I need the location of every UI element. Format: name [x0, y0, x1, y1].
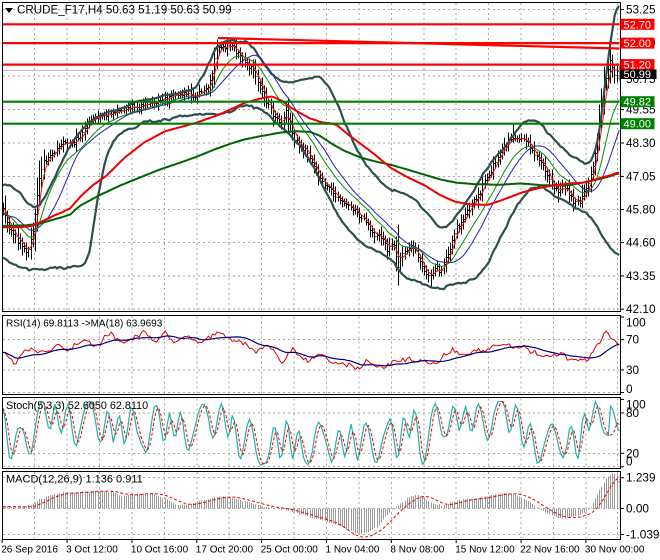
svg-text:100: 100: [626, 316, 646, 330]
svg-text:44.60: 44.60: [626, 236, 656, 250]
svg-text:17 Oct 20:00: 17 Oct 20:00: [196, 545, 254, 556]
svg-text:8 Nov 08:00: 8 Nov 08:00: [390, 545, 444, 556]
svg-text:Stoch(5,3,3) 52.6050 62.8110: Stoch(5,3,3) 52.6050 62.8110: [6, 400, 148, 412]
svg-text:70: 70: [626, 333, 640, 347]
svg-text:50.99: 50.99: [624, 69, 652, 81]
svg-text:10 Oct 16:00: 10 Oct 16:00: [131, 545, 189, 556]
svg-text:26 Sep 2016: 26 Sep 2016: [1, 545, 58, 556]
svg-text:30 Nov 00:00: 30 Nov 00:00: [585, 545, 645, 556]
svg-text:80: 80: [626, 406, 640, 420]
svg-text:53.25: 53.25: [626, 3, 656, 17]
svg-text:CRUDE_F17,H4 50.63 51.19 50.63: CRUDE_F17,H4 50.63 51.19 50.63 50.99: [17, 4, 232, 17]
svg-text:51.20: 51.20: [624, 60, 652, 72]
svg-text:15 Nov 12:00: 15 Nov 12:00: [455, 545, 515, 556]
svg-text:1 Nov 04:00: 1 Nov 04:00: [326, 545, 380, 556]
svg-text:30: 30: [626, 363, 640, 377]
svg-text:25 Oct 00:00: 25 Oct 00:00: [261, 545, 319, 556]
svg-text:100: 100: [626, 398, 646, 412]
svg-text:42.10: 42.10: [626, 302, 656, 316]
svg-text:52.70: 52.70: [624, 19, 652, 31]
svg-text:47.05: 47.05: [626, 169, 656, 183]
svg-text:MACD(12,26,9) 1.136 0.911: MACD(12,26,9) 1.136 0.911: [6, 474, 143, 486]
svg-text:52.00: 52.00: [624, 38, 652, 50]
svg-text:0: 0: [626, 455, 633, 469]
svg-text:45.80: 45.80: [626, 203, 656, 217]
svg-text:0: 0: [626, 382, 633, 396]
svg-text:48.30: 48.30: [626, 136, 656, 150]
svg-text:20: 20: [626, 446, 640, 460]
svg-text:3 Oct 12:00: 3 Oct 12:00: [66, 545, 118, 556]
svg-text:43.35: 43.35: [626, 269, 656, 283]
svg-text:-1.039: -1.039: [626, 528, 659, 542]
svg-text:RSI(14) 69.8113 ->MA(18) 63.9: RSI(14) 69.8113 ->MA(18) 63.9693: [6, 319, 163, 330]
svg-text:22 Nov 16:00: 22 Nov 16:00: [520, 545, 580, 556]
svg-text:0.00: 0.00: [626, 502, 649, 516]
svg-text:49.00: 49.00: [624, 119, 652, 131]
svg-text:49.82: 49.82: [624, 97, 652, 109]
svg-text:1.239: 1.239: [626, 471, 656, 485]
